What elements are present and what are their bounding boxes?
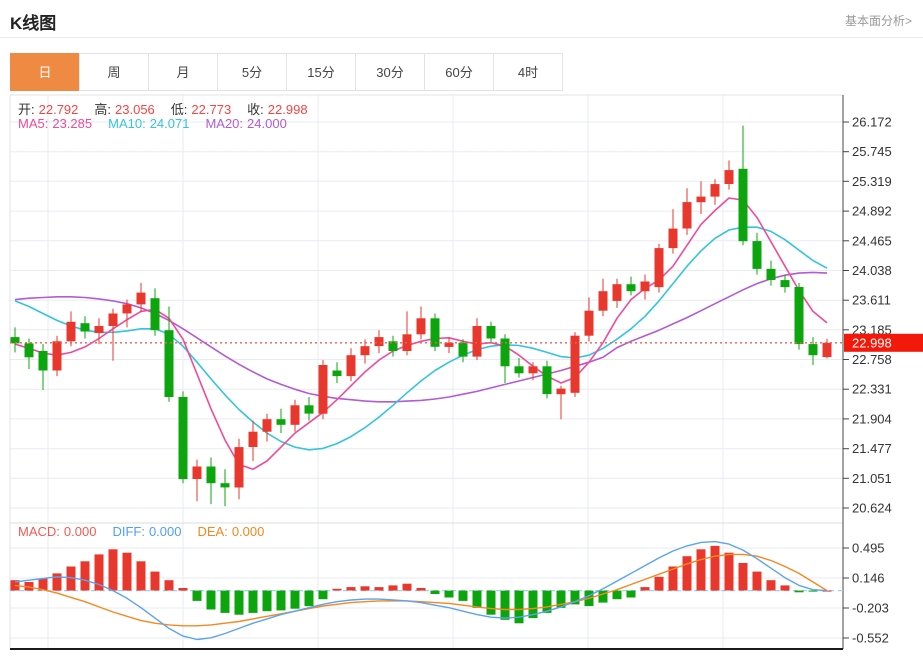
legend-item: 高: 23.056 [94,102,155,117]
svg-text:0.146: 0.146 [852,571,885,586]
legend-item: 收: 22.998 [247,102,308,117]
tab-60分[interactable]: 60分 [424,53,494,91]
diff-line [14,540,828,641]
tab-4时[interactable]: 4时 [493,53,563,91]
svg-text:22.758: 22.758 [852,352,892,367]
macd-histogram [10,545,832,624]
dea-line [14,553,828,627]
legend-item: MACD: 0.000 [18,524,97,539]
legend-item: 低: 22.773 [170,102,232,117]
header: K线图 基本面分析> [0,0,923,38]
svg-text:21.051: 21.051 [852,471,892,486]
legend-item: MA10: 24.071 [108,116,190,131]
svg-text:21.477: 21.477 [852,441,892,456]
svg-text:24.465: 24.465 [852,233,892,248]
svg-text:26.172: 26.172 [852,115,892,130]
svg-text:22.998: 22.998 [852,335,892,350]
candlestick-series [10,125,832,507]
svg-text:22.331: 22.331 [852,382,892,397]
legend-item: 开: 22.792 [18,102,79,117]
legend-item: DIFF: 0.000 [112,524,182,539]
macd-legend: MACD: 0.000 DIFF: 0.000 DEA: 0.000 [18,524,280,539]
svg-text:25.745: 25.745 [852,144,892,159]
legend-item: DEA: 0.000 [197,524,265,539]
ma10-line [14,226,828,451]
ma-legend: MA5: 23.285 MA10: 24.071 MA20: 24.000 [18,116,303,131]
ma20-line [14,271,828,403]
plot-frame [9,94,844,650]
macd-axis-labels: 0.495 0.146 -0.203 -0.552 [843,541,889,646]
tab-15分[interactable]: 15分 [286,53,356,91]
svg-text:23.185: 23.185 [852,322,892,337]
fundamental-analysis-link[interactable]: 基本面分析> [844,14,912,28]
svg-text:-0.552: -0.552 [852,631,889,646]
svg-text:23.611: 23.611 [852,293,891,308]
current-price-badge: 22.998 [844,333,923,352]
svg-text:25.319: 25.319 [852,174,892,189]
svg-text:0.495: 0.495 [852,541,885,556]
svg-text:-0.203: -0.203 [852,601,889,616]
svg-text:24.892: 24.892 [852,204,892,219]
ohlc-legend: 开: 22.792 高: 23.056 低: 22.773 收: 22.998 [18,99,324,118]
price-axis-labels: 26.172 25.745 25.319 24.892 24.465 24.038 23.6… [843,115,892,516]
svg-text:21.904: 21.904 [852,411,892,426]
period-tabs: 日周月 5分 15分 30分 60分 4时 [10,53,563,91]
svg-text:20.624: 20.624 [852,501,892,516]
ma5-line [14,197,828,471]
tab-30分[interactable]: 30分 [355,53,425,91]
legend-item: MA5: 23.285 [18,116,93,131]
legend-item: MA20: 24.000 [205,116,287,131]
page-title: K线图 [10,14,57,33]
svg-text:24.038: 24.038 [852,263,892,278]
tab-日[interactable]: 日 [10,53,80,91]
